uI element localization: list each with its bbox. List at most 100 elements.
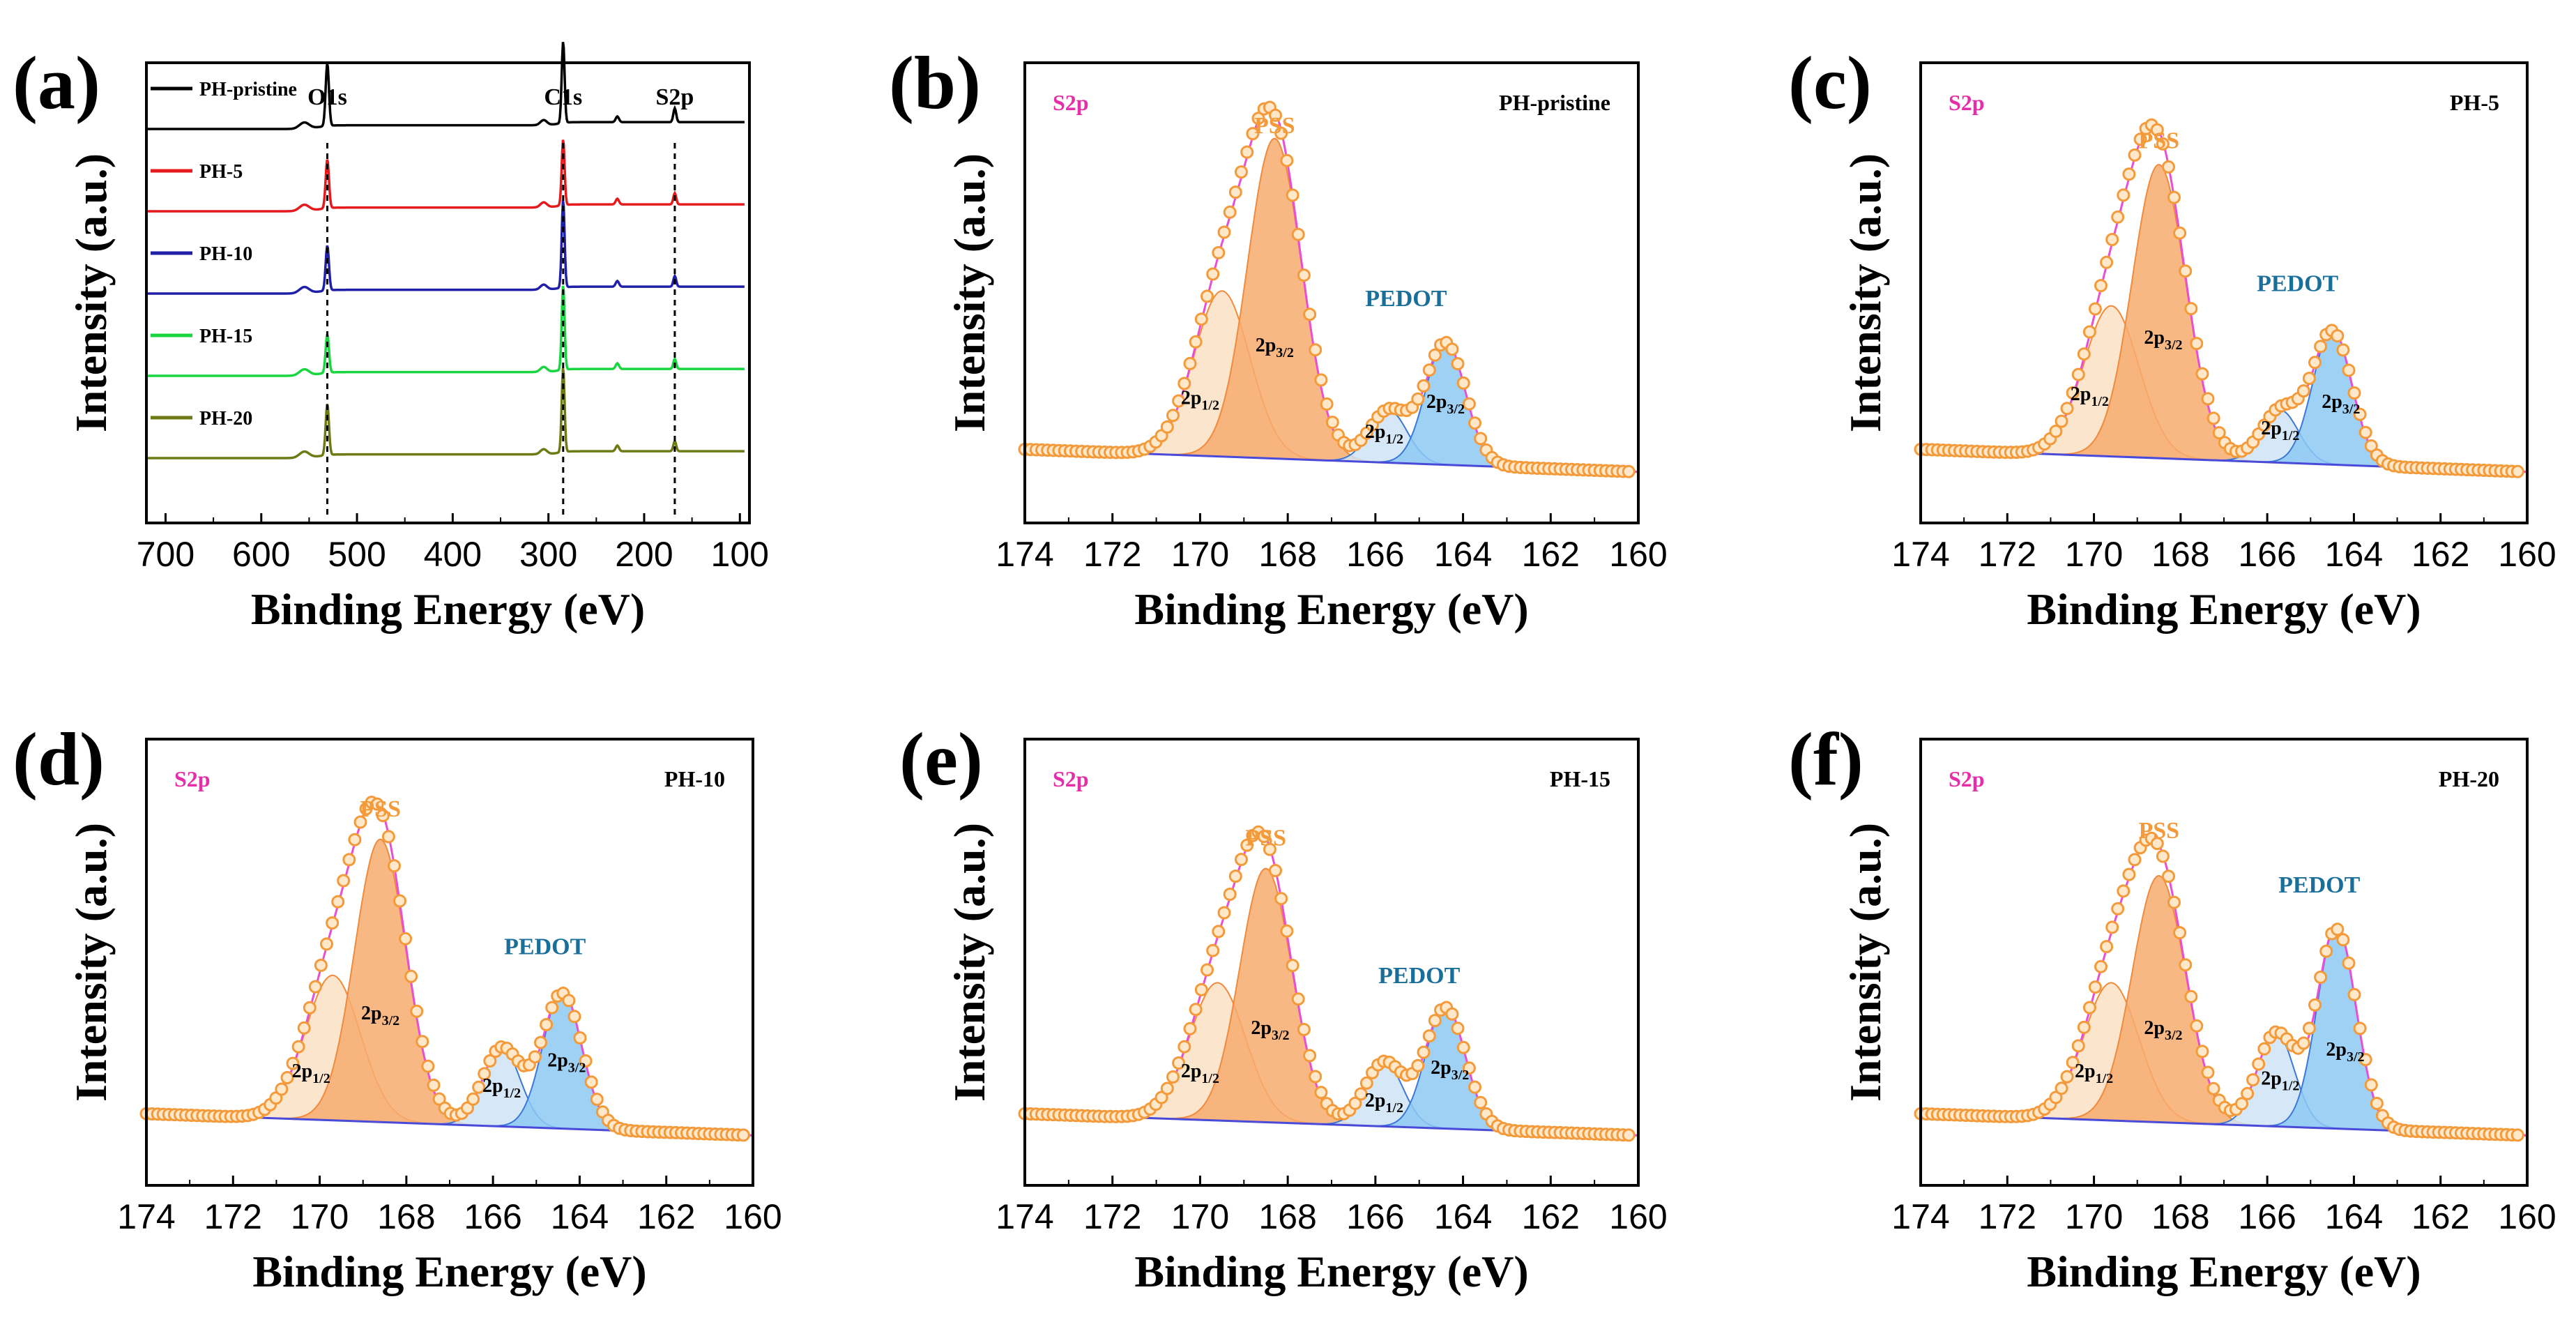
data-point — [2094, 959, 2108, 973]
data-point — [1189, 1003, 1203, 1017]
data-point — [1468, 1080, 1481, 1094]
data-point — [1217, 906, 1231, 920]
component-label: 2p3/2 — [2144, 327, 2182, 353]
component-label: 2p3/2 — [1426, 391, 1465, 417]
x-tick-label: 168 — [2151, 535, 2209, 574]
data-point — [2308, 998, 2322, 1012]
data-point — [410, 1004, 424, 1018]
data-point — [1417, 379, 1431, 393]
data-point — [1297, 1023, 1311, 1036]
x-tick-label: 162 — [1522, 1197, 1580, 1236]
data-point — [1183, 1022, 1197, 1035]
data-point — [376, 809, 390, 823]
data-point — [1422, 1029, 1436, 1043]
envelope-fit — [1920, 122, 2528, 473]
y-axis-title: Intensity (a.u.) — [945, 823, 994, 1102]
x-tick-label: 166 — [1346, 535, 1404, 574]
component-label-sub: 3/2 — [2165, 337, 2183, 353]
data-point — [2049, 425, 2063, 438]
survey-trace — [146, 367, 745, 460]
component-label-main: 2p — [1431, 1057, 1451, 1079]
data-point — [1451, 357, 1465, 371]
y-axis-title: Intensity (a.u.) — [945, 153, 994, 432]
panel-label: (e) — [899, 718, 983, 801]
data-point — [2060, 402, 2074, 416]
panel-label: (a) — [13, 42, 100, 125]
data-point — [1178, 377, 1191, 390]
data-point — [331, 895, 345, 909]
data-point — [2336, 933, 2350, 947]
component-label: 2p3/2 — [2144, 1017, 2182, 1043]
data-point — [2179, 958, 2193, 972]
data-point — [2342, 956, 2356, 970]
data-point — [2201, 1065, 2215, 1079]
data-point — [1291, 992, 1305, 1006]
data-point — [1411, 1058, 1425, 1072]
component-label: 2p1/2 — [1181, 1061, 1219, 1086]
data-point — [736, 1128, 750, 1142]
data-point — [2049, 1091, 2063, 1104]
legend-label: PH-5 — [199, 161, 243, 183]
component-label: 2p3/2 — [2322, 391, 2360, 417]
component-label-sub: 1/2 — [503, 1086, 521, 1101]
data-point — [2331, 922, 2345, 936]
data-point — [2156, 137, 2170, 151]
data-point — [1280, 153, 1294, 167]
data-point — [1309, 1070, 1323, 1084]
data-point — [427, 1078, 441, 1092]
fit-component — [1920, 164, 2528, 473]
data-point — [2088, 302, 2102, 316]
data-point — [2105, 233, 2119, 246]
data-point — [1428, 1014, 1442, 1028]
data-point — [1172, 1056, 1186, 1070]
x-tick-label: 172 — [1979, 535, 2036, 574]
x-tick-label: 164 — [551, 1197, 609, 1236]
data-point — [1303, 1049, 1317, 1063]
data-point — [2128, 853, 2142, 867]
data-point — [2060, 1070, 2074, 1084]
data-point — [1280, 924, 1294, 938]
component-label: 2p1/2 — [482, 1075, 521, 1101]
data-point — [590, 1093, 604, 1107]
data-point — [2342, 363, 2356, 377]
data-point — [1468, 416, 1481, 430]
data-point — [2246, 1073, 2260, 1087]
core-level-label: S2p — [174, 766, 211, 791]
x-tick-label: 160 — [2498, 535, 2556, 574]
survey-trace — [146, 285, 745, 377]
sample-label: PH-5 — [2450, 90, 2499, 115]
data-point — [353, 815, 367, 829]
component-label-sub: 1/2 — [1385, 432, 1403, 447]
component-label-main: 2p — [2144, 1017, 2165, 1039]
data-point — [2088, 980, 2102, 994]
data-point — [584, 1075, 598, 1089]
data-point — [1474, 1095, 1488, 1109]
data-point — [2077, 347, 2091, 361]
sample-label: PH-15 — [1550, 766, 1610, 791]
data-point — [2128, 148, 2142, 162]
data-point — [297, 1021, 311, 1035]
x-tick-label: 170 — [1171, 535, 1229, 574]
data-point — [2296, 1036, 2310, 1050]
data-point — [2252, 1057, 2266, 1071]
data-point — [1474, 432, 1488, 446]
y-axis-title: Intensity (a.u.) — [66, 823, 116, 1102]
fit-component — [146, 838, 754, 1137]
data-point — [1274, 892, 1288, 906]
component-label-main: 2p — [1365, 1090, 1386, 1111]
x-tick-label: 160 — [724, 1197, 782, 1236]
data-point — [2336, 343, 2350, 357]
data-point — [545, 1001, 559, 1015]
data-point — [1622, 1128, 1636, 1142]
group-label: PSS — [2138, 128, 2179, 153]
component-label-main: 2p — [1181, 388, 1202, 409]
data-point — [2358, 425, 2372, 439]
component-label-main: 2p — [361, 1003, 382, 1024]
data-point — [1462, 1061, 1476, 1075]
x-tick-label: 170 — [2065, 1197, 2123, 1236]
group-label: PSS — [360, 796, 401, 822]
data-point — [2173, 926, 2187, 940]
panel-label: (c) — [1788, 42, 1872, 125]
data-point — [528, 1050, 542, 1064]
data-point — [286, 1056, 300, 1070]
